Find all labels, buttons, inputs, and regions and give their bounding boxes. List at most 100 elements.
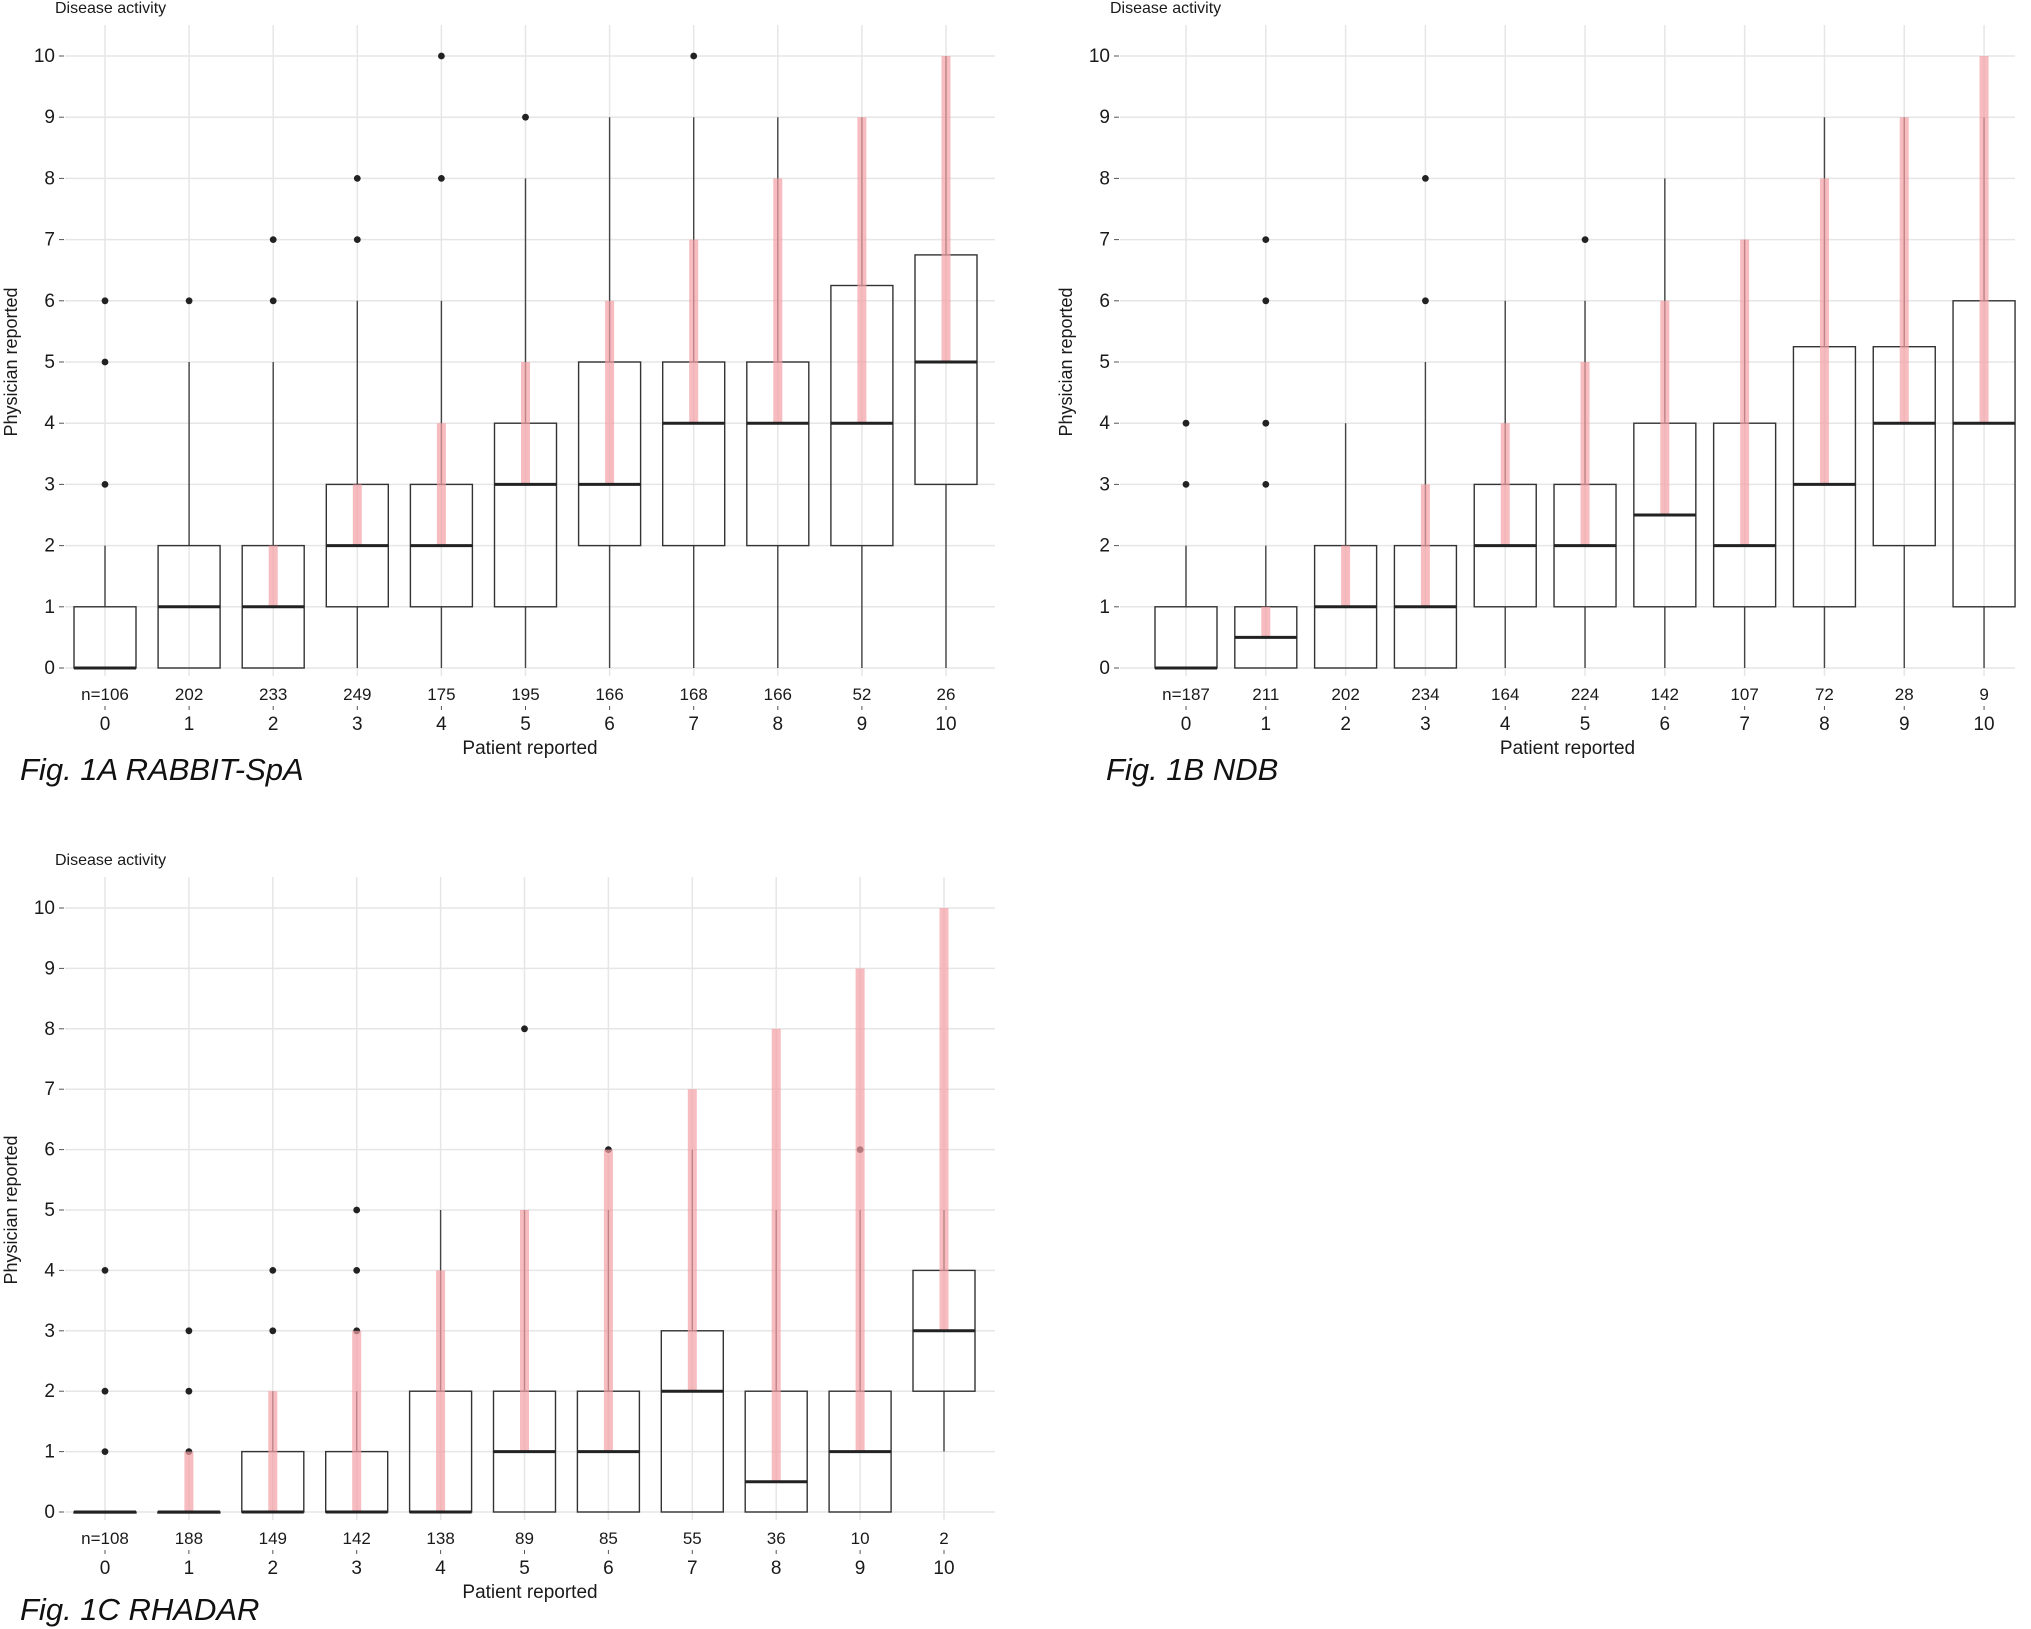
- outlier-point: [1182, 481, 1190, 488]
- n-label: 149: [259, 1529, 287, 1548]
- chart-panel-c: Disease activity 0 1 2 3 4 5 6 7 8 9 10 n=108 0 188 1 14…: [0, 845, 1010, 1605]
- x-tick-label: 4: [435, 1558, 446, 1579]
- n-label: 28: [1895, 685, 1914, 704]
- highlight-bar-3: [1420, 484, 1430, 607]
- boxplot-rhadar: Disease activity012345678910n=1080188114…: [1, 852, 995, 1603]
- x-tick-label: 6: [1660, 714, 1671, 735]
- y-tick-label: 2: [44, 1381, 55, 1402]
- outlier-point: [185, 1387, 193, 1395]
- n-label: 72: [1815, 685, 1834, 704]
- highlight-bar-7: [689, 239, 699, 424]
- y-tick-label: 7: [1099, 230, 1110, 251]
- x-tick-label: 1: [1261, 714, 1272, 735]
- chart-panel-a: Disease activity 0 1 2 3 4 5 6 7 8 9 10 n=106 0 202 1 23…: [0, 0, 1010, 760]
- n-label: 211: [1252, 685, 1279, 704]
- y-tick-label: 6: [1099, 291, 1110, 312]
- x-tick-label: 3: [351, 1558, 362, 1579]
- outlier-point: [101, 1267, 109, 1274]
- n-label: 175: [427, 685, 455, 704]
- n-label: 142: [1651, 685, 1679, 704]
- highlight-bar-1: [1261, 606, 1271, 638]
- outlier-point: [438, 175, 445, 182]
- x-tick-label: 2: [268, 1558, 279, 1579]
- y-tick-label: 6: [44, 1140, 55, 1161]
- x-tick-label: 8: [773, 714, 784, 735]
- x-tick-label: 3: [352, 714, 363, 735]
- highlight-bar-10: [939, 908, 949, 1331]
- x-tick-label: 4: [1500, 714, 1511, 735]
- x-tick-label: 9: [1899, 714, 1910, 735]
- n-label: 166: [595, 685, 623, 704]
- x-tick-label: 2: [268, 714, 279, 735]
- n-label: 55: [683, 1529, 702, 1548]
- x-tick-label: 0: [100, 714, 111, 735]
- x-tick-label: 6: [604, 714, 615, 735]
- outlier-point: [690, 52, 698, 60]
- y-tick-label: 4: [1099, 413, 1110, 434]
- outlier-point: [101, 358, 109, 366]
- x-tick-label: 2: [1340, 714, 1351, 735]
- n-label: n=187: [1162, 685, 1210, 704]
- outlier-point: [353, 1267, 361, 1274]
- outlier-point: [353, 175, 361, 182]
- x-tick-label: 9: [857, 714, 868, 735]
- x-tick-label: 7: [688, 714, 699, 735]
- n-label: n=106: [81, 685, 129, 704]
- y-tick-label: 1: [44, 597, 55, 618]
- y-tick-label: 2: [44, 536, 55, 557]
- n-label: 2: [939, 1529, 948, 1548]
- n-label: 89: [515, 1529, 534, 1548]
- n-label: 188: [175, 1529, 203, 1548]
- figure-caption-a: Fig. 1A RABBIT-SpA: [20, 752, 304, 787]
- highlight-bar-8: [773, 178, 783, 424]
- highlight-bar-10: [1979, 56, 1989, 424]
- n-label: 195: [511, 685, 539, 704]
- n-label: 52: [852, 685, 871, 704]
- n-label: 233: [259, 685, 287, 704]
- y-tick-label: 7: [44, 230, 55, 251]
- chart-title: Disease activity: [1110, 0, 1221, 17]
- n-label: 10: [851, 1529, 870, 1548]
- highlight-bar-7: [687, 1089, 697, 1392]
- figure-caption-b: Fig. 1B NDB: [1106, 752, 1279, 787]
- outlier-point: [1581, 236, 1589, 244]
- outlier-point: [1262, 297, 1270, 305]
- y-tick-label: 2: [1099, 536, 1110, 557]
- y-tick-label: 3: [1099, 474, 1110, 495]
- outlier-point: [438, 52, 445, 60]
- n-label: n=108: [81, 1529, 129, 1548]
- highlight-bar-2: [1341, 545, 1351, 607]
- highlight-bar-9: [855, 968, 865, 1452]
- highlight-bar-8: [771, 1028, 781, 1482]
- x-tick-label: 6: [603, 1558, 614, 1579]
- x-tick-label: 0: [1181, 714, 1192, 735]
- x-tick-label: 3: [1420, 714, 1431, 735]
- x-tick-label: 4: [436, 714, 447, 735]
- highlight-bar-1: [184, 1451, 194, 1512]
- y-tick-label: 4: [44, 413, 55, 434]
- x-tick-label: 5: [1580, 714, 1591, 735]
- x-tick-label: 7: [1739, 714, 1750, 735]
- chart-title: Disease activity: [55, 0, 166, 17]
- figure-caption-c: Fig. 1C RHADAR: [20, 1592, 260, 1627]
- y-tick-label: 10: [34, 898, 55, 919]
- outlier-point: [1262, 236, 1270, 244]
- y-tick-label: 10: [34, 46, 55, 67]
- box-0: [1154, 419, 1218, 669]
- outlier-point: [269, 1267, 277, 1274]
- n-label: 224: [1571, 685, 1599, 704]
- n-label: 249: [343, 685, 371, 704]
- n-label: 85: [599, 1529, 618, 1548]
- x-tick-label: 9: [855, 1558, 866, 1579]
- x-tick-label: 8: [771, 1558, 782, 1579]
- n-label: 142: [343, 1529, 371, 1548]
- box-0: [73, 297, 137, 669]
- x-tick-label: 0: [100, 1558, 111, 1579]
- outlier-point: [101, 297, 109, 305]
- y-tick-label: 9: [44, 958, 55, 979]
- outlier-point: [521, 1025, 528, 1033]
- n-label: 168: [680, 685, 708, 704]
- x-tick-label: 10: [933, 1558, 954, 1579]
- y-tick-label: 1: [1099, 597, 1110, 618]
- n-label: 202: [175, 685, 203, 704]
